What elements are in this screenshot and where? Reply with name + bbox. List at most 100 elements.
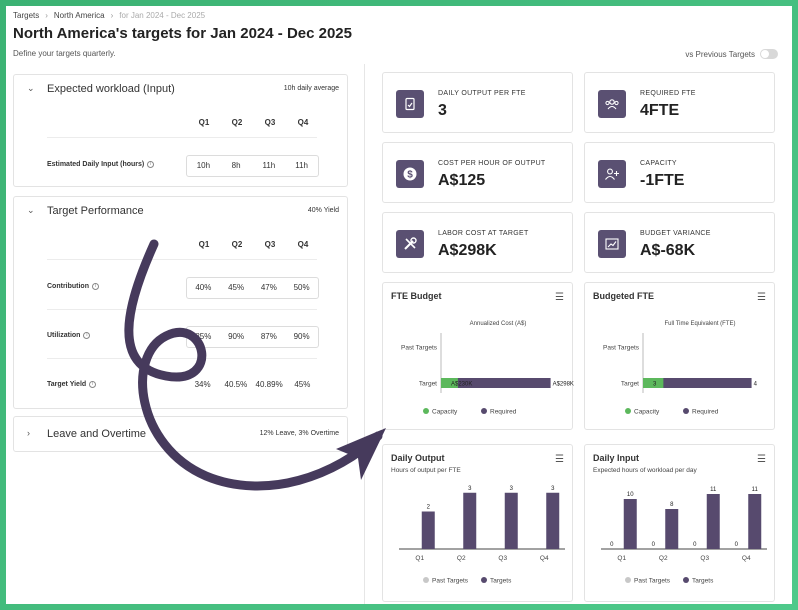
x-tick-label: Q3 xyxy=(498,555,507,562)
row-label-text: Target Yield xyxy=(47,381,87,388)
app-frame: Targets › North America › for Jan 2024 -… xyxy=(6,6,792,604)
quarter-header: Q3 xyxy=(264,240,276,249)
value-cell[interactable]: 10h xyxy=(196,161,211,170)
row-divider xyxy=(47,358,317,359)
x-tick-label: Q1 xyxy=(617,555,626,562)
capacity-bar xyxy=(643,378,664,388)
category-label: Past Targets xyxy=(603,345,640,352)
value-cell[interactable]: 90% xyxy=(293,332,310,341)
value-cell[interactable]: 85% xyxy=(195,332,212,341)
performance-panel-header[interactable]: ⌄ Target Performance 40% Yield xyxy=(14,197,347,225)
breadcrumb-targets[interactable]: Targets xyxy=(13,11,40,20)
chart-title: FTE Budget xyxy=(391,291,442,301)
chevron-right-icon: › xyxy=(45,11,48,20)
target-data-label: 10 xyxy=(627,492,634,498)
target-bar xyxy=(546,492,560,549)
performance-title: Target Performance xyxy=(47,205,144,217)
legend-label: Required xyxy=(490,409,517,416)
value-cell[interactable]: 50% xyxy=(293,283,310,292)
page-title: North America's targets for Jan 2024 - D… xyxy=(13,25,352,42)
value-cell[interactable]: 8h xyxy=(231,161,241,170)
legend-marker xyxy=(423,408,429,414)
info-icon[interactable]: i xyxy=(147,161,155,168)
value-cell[interactable]: 45% xyxy=(228,283,245,292)
quarter-header: Q2 xyxy=(231,240,243,249)
target-bar xyxy=(623,499,637,549)
info-icon[interactable]: i xyxy=(83,332,91,339)
page-subtitle: Define your targets quarterly. xyxy=(13,49,116,58)
kpi-value: A$298K xyxy=(438,242,497,259)
team-icon xyxy=(598,90,626,118)
daily-input-chart: Daily Input Expected hours of workload p… xyxy=(584,444,775,602)
kpi-daily-output: DAILY OUTPUT PER FTE 3 xyxy=(382,72,573,133)
kpi-capacity: CAPACITY -1FTE xyxy=(584,142,775,203)
target-bar xyxy=(421,511,435,549)
contribution-values[interactable]: 40% 45% 47% 50% xyxy=(186,277,319,299)
daily-output-chart: Daily Output Hours of output per FTE ☰ 2… xyxy=(382,444,573,602)
workload-meta: 10h daily average xyxy=(283,85,339,92)
vs-previous-toggle-group: vs Previous Targets xyxy=(685,49,778,59)
value-cell[interactable]: 47% xyxy=(260,283,277,292)
chevron-right-icon: › xyxy=(27,428,30,438)
row-divider xyxy=(47,137,317,138)
capacity-bar xyxy=(441,378,458,388)
kpi-label: DAILY OUTPUT PER FTE xyxy=(438,90,526,97)
value-cell: 45% xyxy=(294,380,311,389)
row-divider xyxy=(47,309,317,310)
row-label-text: Utilization xyxy=(47,332,81,339)
value-cell[interactable]: 40% xyxy=(195,283,212,292)
utilization-values[interactable]: 85% 90% 87% 90% xyxy=(186,326,319,348)
value-cell[interactable]: 87% xyxy=(260,332,277,341)
hamburger-menu-icon[interactable]: ☰ xyxy=(757,292,766,303)
hamburger-menu-icon[interactable]: ☰ xyxy=(555,454,564,465)
legend-label: Past Targets xyxy=(634,578,671,585)
value-cell: 40.89% xyxy=(255,380,283,389)
info-icon[interactable]: i xyxy=(92,283,99,290)
kpi-budget-variance: BUDGET VARIANCE A$-68K xyxy=(584,212,775,273)
chart-subtitle: Full Time Equivalent (FTE) xyxy=(664,321,735,327)
workload-panel: ⌄ Expected workload (Input) 10h daily av… xyxy=(13,74,348,187)
leave-title: Leave and Overtime xyxy=(47,428,147,440)
target-bar xyxy=(504,492,518,549)
value-cell[interactable]: 90% xyxy=(228,332,245,341)
document-icon xyxy=(396,90,424,118)
past-data-label: 0 xyxy=(735,542,739,548)
column-divider xyxy=(364,64,365,604)
row-label-text: Contribution xyxy=(47,283,89,290)
legend-label: Required xyxy=(692,409,719,416)
kpi-cost-per-hour: $ COST PER HOUR OF OUTPUT A$125 xyxy=(382,142,573,203)
quarter-header: Q2 xyxy=(231,118,243,127)
vs-previous-toggle[interactable] xyxy=(760,49,778,59)
quarter-header: Q1 xyxy=(198,118,210,127)
required-data-label: 4 xyxy=(754,382,758,388)
kpi-label: COST PER HOUR OF OUTPUT xyxy=(438,160,546,167)
chart-subtitle: Expected hours of workload per day xyxy=(593,467,697,474)
workload-panel-header[interactable]: ⌄ Expected workload (Input) 10h daily av… xyxy=(14,75,347,103)
value-cell[interactable]: 11h xyxy=(295,161,308,170)
legend-marker xyxy=(683,408,689,414)
contribution-label: Contribution i xyxy=(47,283,99,290)
legend-label: Capacity xyxy=(634,409,660,416)
breadcrumb: Targets › North America › for Jan 2024 -… xyxy=(13,11,205,20)
value-cell[interactable]: 11h xyxy=(262,161,276,170)
target-bar xyxy=(463,492,477,549)
leave-meta: 12% Leave, 3% Overtime xyxy=(259,430,339,437)
legend-marker xyxy=(423,577,429,583)
hamburger-menu-icon[interactable]: ☰ xyxy=(757,454,766,465)
leave-panel-header[interactable]: › Leave and Overtime 12% Leave, 3% Overt… xyxy=(14,417,347,453)
info-icon[interactable]: i xyxy=(89,381,97,388)
quarter-header: Q4 xyxy=(297,118,309,127)
chart-title: Budgeted FTE xyxy=(593,291,654,301)
legend-marker xyxy=(481,408,487,414)
performance-panel: ⌄ Target Performance 40% Yield Q1 Q2 Q3 … xyxy=(13,196,348,409)
row-divider xyxy=(47,259,317,260)
dollar-icon: $ xyxy=(396,160,424,188)
daily-input-svg: 0 10 Q1 0 8 Q2 0 11 Q3 0 11 Q4 Past Targets Targets xyxy=(601,487,767,585)
chart-icon xyxy=(598,230,626,258)
daily-input-values[interactable]: 10h 8h 11h 11h xyxy=(186,155,319,177)
row-label-text: Estimated Daily Input (hours) xyxy=(47,161,145,168)
x-tick-label: Q2 xyxy=(659,555,668,562)
breadcrumb-region[interactable]: North America xyxy=(53,11,105,20)
chevron-down-icon: ⌄ xyxy=(27,83,35,93)
hamburger-menu-icon[interactable]: ☰ xyxy=(555,292,564,303)
